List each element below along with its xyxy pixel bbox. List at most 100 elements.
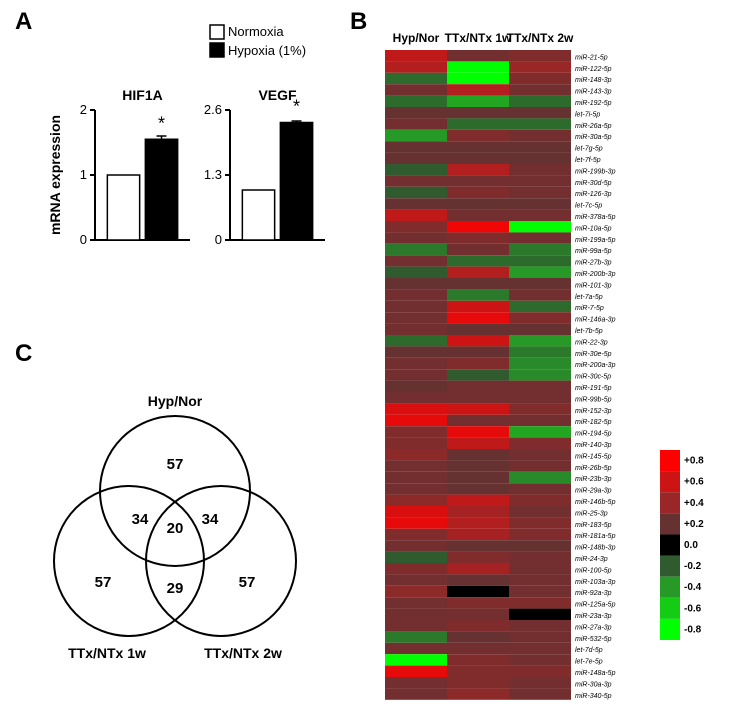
chart-title: VEGF <box>258 87 297 103</box>
heatmap-cell <box>509 175 571 186</box>
heatmap-row-label: miR-103a-3p <box>575 579 616 586</box>
chart-title: HIF1A <box>122 87 162 103</box>
heatmap-cell <box>509 529 571 540</box>
heatmap-col-header: TTx/NTx 1w <box>445 31 512 45</box>
colorscale-tick: -0.4 <box>684 582 702 593</box>
heatmap-cell <box>509 381 571 392</box>
heatmap-cell <box>509 73 571 84</box>
legend-normoxia-label: Normoxia <box>228 24 284 39</box>
heatmap-cell <box>509 221 571 232</box>
heatmap-cell <box>447 369 509 380</box>
colorscale-step <box>660 513 680 534</box>
heatmap-cell <box>509 358 571 369</box>
venn-count-center: 20 <box>167 520 184 537</box>
heatmap-row-label: miR-27a-3p <box>575 624 612 631</box>
heatmap-cell <box>447 517 509 528</box>
heatmap-cell <box>385 175 447 186</box>
heatmap-cell <box>447 483 509 494</box>
venn-label-top: Hyp/Nor <box>148 393 203 409</box>
heatmap-cell <box>447 392 509 403</box>
ytick-label: 2.6 <box>204 102 222 117</box>
heatmap-cell <box>385 426 447 437</box>
heatmap-row-label: miR-148b-3p <box>575 545 616 552</box>
heatmap-row-label: miR-92a-3p <box>575 590 612 597</box>
heatmap-row-label: miR-378a-5p <box>575 214 616 221</box>
heatmap-cell <box>509 164 571 175</box>
heatmap-row-label: miR-125a-5p <box>575 602 616 609</box>
heatmap-cell <box>447 438 509 449</box>
heatmap-cell <box>385 392 447 403</box>
heatmap-row-label: miR-7-5p <box>575 305 604 312</box>
heatmap-cell <box>385 198 447 209</box>
legend-normoxia-swatch <box>210 25 224 39</box>
heatmap-cell <box>385 529 447 540</box>
heatmap-cell <box>385 324 447 335</box>
heatmap-cell <box>509 335 571 346</box>
heatmap-cell <box>447 232 509 243</box>
heatmap-cell <box>509 141 571 152</box>
heatmap-cell <box>385 574 447 585</box>
heatmap-cell <box>385 517 447 528</box>
heatmap-cell <box>447 187 509 198</box>
venn-count-top: 57 <box>167 456 184 473</box>
heatmap-cell <box>509 574 571 585</box>
colorscale-step <box>660 619 680 640</box>
heatmap-cell <box>385 563 447 574</box>
heatmap-cell <box>385 187 447 198</box>
heatmap-cell <box>385 255 447 266</box>
heatmap-row-label: miR-122-5p <box>575 66 612 73</box>
heatmap-cell <box>509 597 571 608</box>
figure-svg: NormoxiaHypoxia (1%)HIF1A012*mRNA expres… <box>0 0 741 719</box>
heatmap-cell <box>447 460 509 471</box>
heatmap-cell <box>509 267 571 278</box>
heatmap-cell <box>447 84 509 95</box>
heatmap-cell <box>509 107 571 118</box>
heatmap-row-label: miR-29a-3p <box>575 488 612 495</box>
colorscale-step <box>660 450 680 471</box>
venn-circle <box>54 486 204 636</box>
heatmap-cell <box>385 643 447 654</box>
heatmap-cell <box>385 586 447 597</box>
heatmap-col-header: Hyp/Nor <box>393 31 440 45</box>
heatmap-cell <box>385 358 447 369</box>
heatmap-row-label: miR-152-3p <box>575 408 612 415</box>
heatmap-row-label: miR-199b-3p <box>575 168 616 175</box>
heatmap-row-label: miR-148a-5p <box>575 670 616 677</box>
heatmap-cell <box>385 96 447 107</box>
heatmap-cell <box>447 449 509 460</box>
heatmap-cell <box>509 369 571 380</box>
heatmap-cell <box>447 403 509 414</box>
heatmap-cell <box>509 61 571 72</box>
colorscale-tick: +0.2 <box>684 519 704 530</box>
heatmap-cell <box>447 415 509 426</box>
heatmap-cell <box>509 244 571 255</box>
heatmap-cell <box>385 369 447 380</box>
colorscale-tick: +0.8 <box>684 456 704 467</box>
significance-star: * <box>293 97 300 117</box>
colorscale-tick: +0.6 <box>684 477 704 488</box>
colorscale-step <box>660 471 680 492</box>
heatmap-row-label: miR-146b-5p <box>575 499 616 506</box>
heatmap-cell <box>385 50 447 61</box>
colorscale-tick: +0.4 <box>684 498 704 509</box>
heatmap-cell <box>385 540 447 551</box>
heatmap-cell <box>447 244 509 255</box>
heatmap-row-label: miR-10a-5p <box>575 225 612 232</box>
heatmap-cell <box>447 540 509 551</box>
venn-label-bl: TTx/NTx 1w <box>68 645 146 661</box>
heatmap-cell <box>447 529 509 540</box>
heatmap-cell <box>385 244 447 255</box>
heatmap-cell <box>447 631 509 642</box>
heatmap-cell <box>447 198 509 209</box>
heatmap-cell <box>509 84 571 95</box>
heatmap-cell <box>385 301 447 312</box>
heatmap-cell <box>385 221 447 232</box>
heatmap-cell <box>447 506 509 517</box>
heatmap-cell <box>385 118 447 129</box>
heatmap-cell <box>447 643 509 654</box>
heatmap-cell <box>447 677 509 688</box>
heatmap-col-header: TTx/NTx 2w <box>507 31 574 45</box>
bar <box>107 175 139 240</box>
heatmap-cell <box>509 346 571 357</box>
y-axis-label: mRNA expression <box>47 115 63 235</box>
